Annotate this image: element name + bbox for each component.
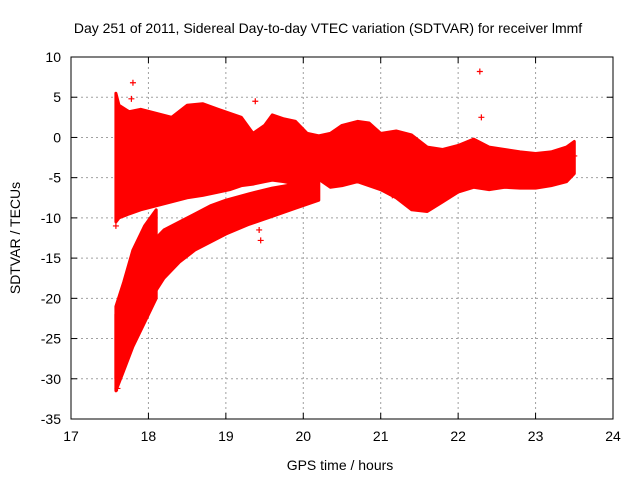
- y-tick-label: 0: [53, 129, 61, 145]
- x-tick-label: 23: [528, 428, 544, 444]
- outlier-point: [128, 95, 135, 102]
- outlier-point: [129, 79, 136, 86]
- x-tick-label: 22: [450, 428, 466, 444]
- outlier-point: [256, 226, 263, 233]
- outlier-point: [252, 98, 259, 105]
- band-main-envelope: [114, 91, 576, 224]
- x-tick-label: 20: [295, 428, 311, 444]
- x-tick-label: 18: [141, 428, 157, 444]
- x-tick-label: 21: [373, 428, 389, 444]
- y-tick-label: -10: [41, 210, 61, 226]
- x-axis-ticks: 17 18 19 20 21 22 23 24: [63, 57, 621, 444]
- outlier-point: [257, 237, 264, 244]
- y-tick-label: -15: [41, 250, 61, 266]
- outlier-point: [571, 152, 578, 159]
- outlier-point: [389, 192, 396, 199]
- chart-title: Day 251 of 2011, Sidereal Day-to-day VTE…: [74, 20, 582, 36]
- band-branch-lower: [114, 208, 158, 393]
- y-tick-label: -35: [41, 411, 61, 427]
- y-tick-label: 5: [53, 89, 61, 105]
- data-bands: [114, 91, 576, 393]
- x-tick-label: 19: [218, 428, 234, 444]
- outlier-point: [478, 114, 485, 121]
- x-axis-label: GPS time / hours: [287, 457, 394, 473]
- y-axis-ticks: 10 5 0 -5 -10 -15 -20 -25 -30 -35: [41, 49, 613, 427]
- y-tick-label: -20: [41, 290, 61, 306]
- y-tick-label: -5: [49, 170, 62, 186]
- outlier-point: [476, 68, 483, 75]
- plot-frame: [70, 56, 614, 420]
- x-tick-label: 17: [63, 428, 79, 444]
- outlier-markers: [112, 68, 578, 392]
- y-tick-label: -30: [41, 371, 61, 387]
- outlier-point: [112, 222, 119, 229]
- y-axis-label: SDTVAR / TECUs: [7, 182, 23, 294]
- x-tick-label: 24: [605, 428, 621, 444]
- y-tick-label: -25: [41, 331, 61, 347]
- outlier-point: [114, 385, 121, 392]
- y-tick-label: 10: [45, 49, 61, 65]
